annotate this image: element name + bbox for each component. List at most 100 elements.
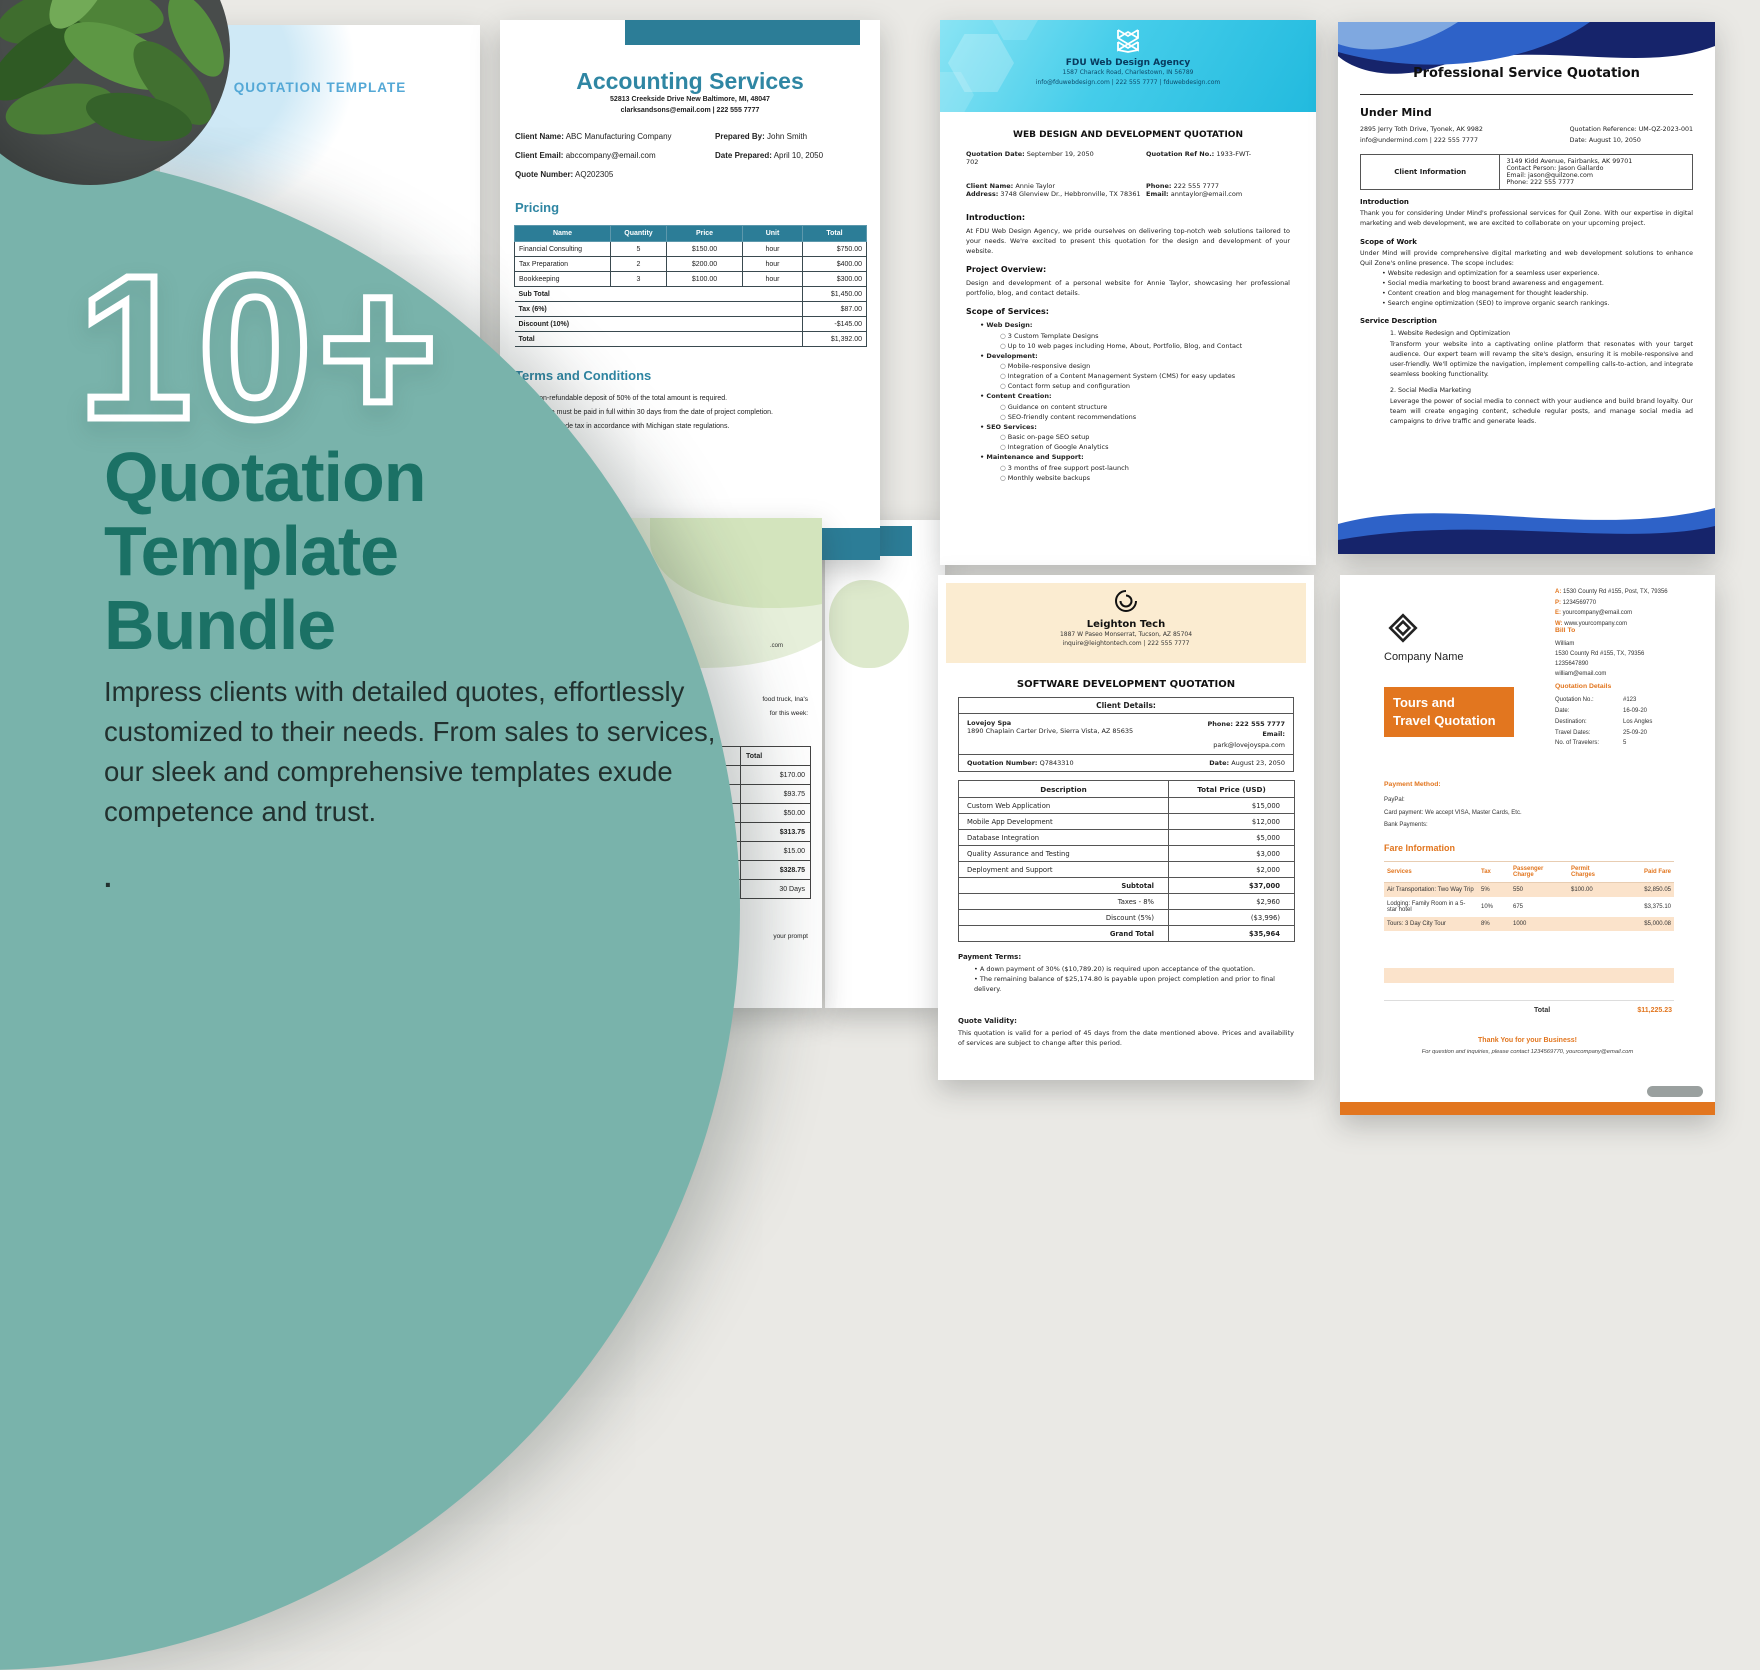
field-value: August 23, 2050	[1231, 759, 1285, 767]
thank-you-text: Thank You for your Business!	[1478, 1037, 1577, 1044]
accounting-address: 52813 Creekside Drive New Baltimore, MI,…	[610, 96, 770, 103]
pricing-table: Name Quantity Price Unit Total Financial…	[514, 225, 867, 347]
detail-value: 25-09-20	[1623, 729, 1648, 736]
cell: Custom Web Application	[958, 797, 1169, 814]
title-divider	[1360, 94, 1693, 95]
client-block: Client Name: Annie Taylor Address: 3748 G…	[966, 182, 1290, 198]
summary-row: Discount (5%) ($3,996)	[958, 909, 1295, 926]
detail-row: No. of Travelers: 5	[1555, 738, 1652, 749]
client-contact: Phone: 222 555 7777 Email: park@lovejoys…	[1207, 719, 1285, 750]
bill-to-heading: Bill To	[1555, 627, 1576, 634]
detail-label: No. of Travelers:	[1555, 740, 1600, 747]
cell: $300.00	[802, 271, 867, 287]
cell: Deployment and Support	[958, 861, 1169, 878]
cell: 3	[610, 271, 667, 287]
amount-cell: $328.75	[740, 860, 811, 880]
col-header: Paid Fare	[1618, 861, 1674, 883]
field-value: Q7843310	[1039, 759, 1074, 767]
amount-cell: $170.00	[740, 765, 811, 785]
client-line: Email: jason@quilzone.com	[1506, 172, 1594, 180]
field-label: Quotation Number:	[967, 759, 1038, 767]
cell: 8%	[1481, 921, 1490, 927]
travel-logo-icon	[1386, 611, 1420, 650]
summary-row: Discount (10%) -$145.00	[514, 316, 867, 332]
summary-value: $1,392.00	[802, 331, 867, 347]
scope-heading: Scope of Services:	[966, 307, 1049, 317]
hero-description-line: customized to their needs. From sales to…	[104, 716, 716, 748]
col-header: Permit Charges	[1568, 861, 1618, 883]
summary-label: Tax (6%)	[514, 301, 803, 317]
quotation-ref: Quotation Ref No.: 1933-FWT-	[1146, 150, 1251, 158]
terms-list: A non-refundable deposit of 50% of the t…	[525, 392, 773, 434]
table-row: Tax Preparation 2 $200.00 hour $400.00	[514, 256, 867, 272]
scope-item: Website redesign and optimization for a …	[1382, 269, 1693, 279]
amount-cell: $93.75	[740, 784, 811, 804]
quotation-reference: Quotation Reference: UM-QZ-2023-001	[1569, 126, 1693, 133]
total-value: $11,225.23	[1637, 1007, 1672, 1014]
accounting-contact: clarksandsons@email.com | 222 555 7777	[620, 106, 760, 114]
field-label: Quotation Ref No.:	[1146, 150, 1215, 158]
detail-row: Travel Dates: 25-09-20	[1555, 728, 1652, 739]
scope-item: Social media marketing to boost brand aw…	[1382, 279, 1693, 289]
scope-group-label: Web Design:	[980, 320, 1290, 330]
scope-item: Content creation and blog management for…	[1382, 289, 1693, 299]
hero-title-line: Bundle	[104, 586, 336, 665]
hero-description-line: Impress clients with detailed quotes, ef…	[104, 676, 685, 707]
quotation-number-row: Quotation Number: Q7843310 Date: August …	[959, 754, 1293, 771]
client-line: Contact Person: Jason Gallardo	[1506, 165, 1604, 173]
undermind-address-line: 2895 Jerry Toth Drive, Tyonek, AK 9982	[1360, 126, 1483, 133]
scope-group-label: Content Creation:	[980, 391, 1290, 401]
col-header: Price	[666, 225, 743, 242]
client-email-field: Client Email: abccompany@email.com	[515, 151, 656, 160]
client-info-details: 3149 Kidd Avenue, Fairbanks, AK 99701 Co…	[1499, 154, 1693, 191]
client-information-box: Client Information 3149 Kidd Avenue, Fai…	[1359, 154, 1693, 191]
term-item: A non-refundable deposit of 50% of the t…	[525, 392, 773, 406]
cell: $3,375.10	[1644, 904, 1671, 910]
field-label: Client Name:	[515, 132, 564, 141]
undermind-title: Professional Service Quotation	[1413, 66, 1640, 81]
field-label: Email:	[1146, 190, 1169, 198]
undermind-ref-block: Quotation Reference: UM-QZ-2023-001 Date…	[1570, 125, 1693, 146]
bill-to-line: William	[1555, 640, 1575, 647]
amount-cell: $50.00	[740, 803, 811, 823]
bill-to-line: 1530 County Rd #155, TX, 79356	[1555, 650, 1645, 657]
contact-prefix: E:	[1555, 610, 1561, 616]
cell: 10%	[1481, 904, 1494, 910]
empty-fare-row	[1384, 968, 1674, 983]
watermark-pill	[1647, 1086, 1703, 1097]
detail-label: Date:	[1555, 708, 1570, 715]
contact-value: www.yourcompany.com	[1564, 620, 1628, 627]
summary-row: Grand Total $35,964	[958, 925, 1295, 942]
cell: 5	[610, 241, 667, 257]
client-info-label: Client Information	[1359, 154, 1501, 191]
cell: $100.00	[666, 271, 743, 287]
items-table: Description Total Price (USD) Custom Web…	[958, 780, 1295, 942]
scope-item: Monthly website backups	[1000, 473, 1290, 483]
fdu-contact: info@fduwebdesign.com | 222 555 7777 | f…	[1035, 78, 1221, 86]
table-row: Financial Consulting 5 $150.00 hour $750…	[514, 241, 867, 257]
col-header: Description	[958, 780, 1169, 798]
title-line: Tours and	[1393, 695, 1455, 710]
cell: $5,000	[1168, 829, 1295, 846]
field-value: anntaylor@email.com	[1170, 190, 1243, 198]
col-header: Total	[802, 225, 867, 242]
cell: $3,000	[1168, 845, 1295, 862]
field-label: Client Name:	[966, 182, 1014, 190]
prepared-by-field: Prepared By: John Smith	[715, 132, 807, 141]
field-label: Prepared By:	[715, 132, 765, 141]
blue-wave-top-decor	[1338, 22, 1715, 74]
client-contact-block: Phone: 222 555 7777 Email: anntaylor@emai…	[1146, 182, 1242, 198]
summary-row: Sub Total $1,450.00	[514, 286, 867, 302]
field-value: John Smith	[767, 132, 808, 141]
quote-validity-text: This quotation is valid for a period of …	[958, 1029, 1294, 1048]
hero-title-line: Quotation	[104, 438, 426, 516]
detail-label: Destination:	[1555, 718, 1587, 725]
field-value: ABC Manufacturing Company	[565, 132, 672, 141]
client-details-label: Client Details:	[959, 698, 1293, 714]
summary-label: Taxes - 8%	[958, 893, 1169, 910]
term-item: Balance must be paid in full within 30 d…	[525, 406, 773, 420]
table-row: Quality Assurance and Testing $3,000	[958, 845, 1295, 862]
summary-label: Grand Total	[958, 925, 1169, 942]
fdu-body: Quotation Date: September 19, 2050 702 Qu…	[966, 150, 1290, 483]
summary-row: Subtotal $37,000	[958, 877, 1295, 894]
